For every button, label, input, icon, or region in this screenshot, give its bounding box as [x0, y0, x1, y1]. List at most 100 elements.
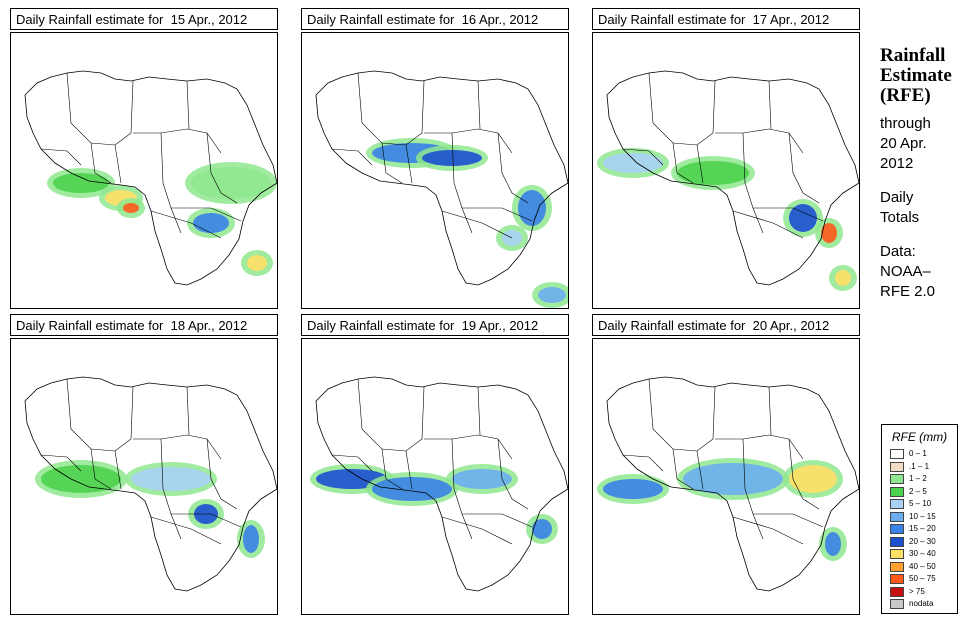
legend-swatch — [890, 536, 904, 547]
legend: RFE (mm) 0 – 1 .1 – 1 1 – 2 2 – 5 5 – 10 10 –… — [881, 424, 958, 614]
country-border — [742, 438, 764, 540]
country-border — [497, 132, 529, 204]
country-border — [441, 516, 513, 545]
country-border — [114, 450, 122, 490]
panel-title: Daily Rainfall estimate for 20 Apr., 201… — [592, 314, 860, 336]
country-border — [696, 450, 704, 490]
rain-area-core — [53, 173, 109, 193]
country-border — [715, 434, 804, 460]
legend-swatch — [890, 599, 904, 609]
panel-title: Daily Rainfall estimate for 15 Apr., 201… — [10, 8, 278, 30]
country-border — [715, 128, 804, 154]
legend-title: RFE (mm) — [891, 430, 948, 444]
rain-area-core — [835, 270, 851, 286]
rain-area-core — [789, 465, 837, 493]
legend-label: > 75 — [909, 586, 925, 596]
legend-swatch — [890, 461, 904, 472]
caption-end-date-2: 2012 — [880, 155, 914, 172]
country-border — [768, 80, 772, 130]
panel-title: Daily Rainfall estimate for 16 Apr., 201… — [301, 8, 569, 30]
country-border — [672, 448, 694, 490]
legend-swatch — [890, 561, 904, 572]
country-border — [462, 207, 533, 222]
country-border — [331, 148, 373, 166]
legend-swatch — [890, 499, 904, 509]
panel-title: Daily Rainfall estimate for 19 Apr., 201… — [301, 314, 569, 336]
legend-item: 5 – 10 — [890, 499, 955, 510]
legend-item: 0 – 1 — [890, 449, 955, 460]
caption-through: through — [880, 115, 931, 132]
caption-data-label: Data: — [880, 243, 916, 260]
legend-label: 0 – 1 — [909, 449, 927, 458]
rain-area-core — [243, 525, 259, 553]
country-border — [357, 72, 425, 146]
country-border — [477, 386, 481, 436]
country-border — [648, 72, 716, 146]
rain-area-core — [603, 479, 663, 499]
legend-item: 50 – 75 — [890, 574, 955, 585]
country-border — [357, 378, 425, 452]
legend-label: 30 – 40 — [909, 549, 936, 558]
coastline — [315, 70, 568, 286]
caption-source-1: NOAA– — [880, 263, 931, 280]
country-border — [732, 516, 804, 545]
caption-source-2: RFE 2.0 — [880, 283, 936, 300]
rain-area-core — [518, 190, 546, 226]
legend-item: 20 – 30 — [890, 536, 955, 548]
country-border — [753, 207, 824, 222]
rainfall-map — [592, 338, 860, 615]
legend-item: 2 – 5 — [890, 486, 955, 498]
map-panel-apr16: Daily Rainfall estimate for 16 Apr., 201… — [301, 8, 569, 309]
rainfall-map — [10, 338, 278, 615]
legend-label: 50 – 75 — [909, 574, 936, 583]
country-border — [206, 132, 238, 204]
country-border — [753, 513, 824, 528]
legend-item: .1 – 1 — [890, 461, 955, 473]
rain-area-core — [789, 204, 817, 232]
rain-area-core — [191, 167, 271, 199]
country-border — [66, 378, 134, 452]
coastline — [24, 70, 277, 286]
map-panel-apr19: Daily Rainfall estimate for 19 Apr., 201… — [301, 314, 569, 615]
country-border — [441, 210, 513, 239]
country-border — [768, 386, 772, 436]
country-border — [40, 454, 82, 472]
map-panel-apr18: Daily Rainfall estimate for 18 Apr., 201… — [10, 314, 278, 615]
map-panel-apr15: Daily Rainfall estimate for 15 Apr., 201… — [10, 8, 278, 309]
map-panel-apr20: Daily Rainfall estimate for 20 Apr., 201… — [592, 314, 860, 615]
caption-totals: Totals — [880, 209, 920, 226]
legend-swatch — [890, 586, 904, 597]
country-border — [171, 513, 242, 528]
country-border — [160, 132, 182, 234]
country-border — [672, 142, 694, 184]
country-border — [451, 132, 473, 234]
caption-title-line3: (RFE) — [880, 85, 931, 106]
rainfall-map — [592, 32, 860, 309]
rain-area-core — [825, 532, 841, 556]
rain-area-core — [193, 213, 229, 233]
legend-label: 1 – 2 — [909, 474, 927, 483]
country-border — [381, 448, 403, 490]
country-border — [622, 148, 664, 166]
rain-area-core — [677, 161, 749, 185]
country-border — [424, 128, 513, 154]
legend-swatch — [890, 449, 904, 459]
legend-label: 2 – 5 — [909, 486, 927, 496]
legend-swatch — [890, 511, 904, 522]
country-border — [696, 144, 704, 184]
country-border — [160, 438, 182, 540]
legend-label: 20 – 30 — [909, 536, 936, 546]
map-panel-apr17: Daily Rainfall estimate for 17 Apr., 201… — [592, 8, 860, 309]
country-border — [90, 142, 112, 184]
country-border — [331, 454, 373, 472]
legend-swatch — [890, 474, 904, 484]
country-border — [90, 448, 112, 490]
country-border — [381, 142, 403, 184]
rain-area-core — [683, 463, 783, 495]
legend-item: 10 – 15 — [890, 511, 955, 523]
rain-area-core — [131, 467, 211, 491]
rain-area-core — [452, 469, 512, 489]
country-border — [788, 438, 820, 510]
country-border — [150, 516, 222, 545]
rain-area-core — [821, 223, 837, 243]
